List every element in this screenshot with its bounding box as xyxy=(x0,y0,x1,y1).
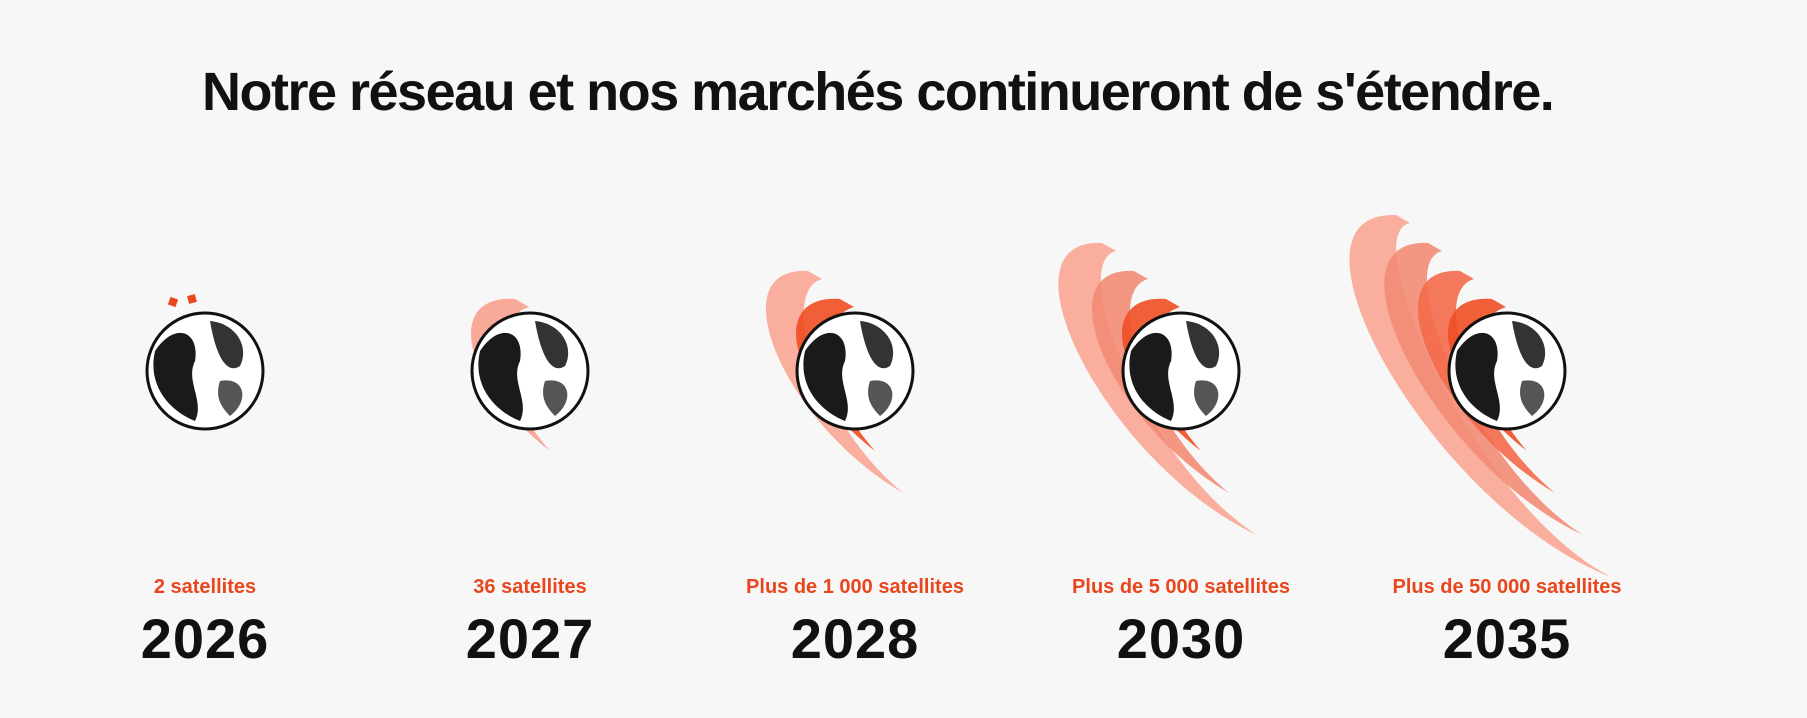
year: 2035 xyxy=(1443,607,1572,670)
year: 2028 xyxy=(791,607,920,670)
orbit-arc xyxy=(1349,214,1611,577)
globe-land xyxy=(1129,332,1174,421)
satellite xyxy=(167,296,179,308)
milestones: 2 satellites 2026 36 satellites 2027 Plus de… xyxy=(141,214,1622,670)
year: 2027 xyxy=(466,607,595,670)
milestone: Plus de 50 000 satellites 2035 xyxy=(1349,214,1622,670)
globe-land xyxy=(1520,380,1545,416)
globe-land xyxy=(218,380,243,416)
satellite-count: Plus de 50 000 satellites xyxy=(1392,576,1621,598)
satellite xyxy=(187,294,197,304)
globe-land xyxy=(210,321,244,369)
globe-land xyxy=(1512,321,1546,369)
milestone: Plus de 1 000 satellites 2028 xyxy=(746,270,964,670)
satellite-count: 2 satellites xyxy=(154,576,256,598)
year: 2026 xyxy=(141,607,270,670)
year: 2030 xyxy=(1117,607,1246,670)
globe-land xyxy=(868,380,893,416)
milestone: Plus de 5 000 satellites 2030 xyxy=(1058,242,1290,670)
satellite-count: Plus de 5 000 satellites xyxy=(1072,576,1290,598)
globe-land xyxy=(153,332,198,421)
orbit-arc xyxy=(1058,242,1257,535)
globe-land xyxy=(543,380,568,416)
satellite-count: Plus de 1 000 satellites xyxy=(746,576,964,598)
page-title: Notre réseau et nos marchés continueront… xyxy=(202,62,1553,122)
globe-land xyxy=(478,332,523,421)
globe-land xyxy=(1455,332,1500,421)
orbit-arc xyxy=(1384,242,1583,535)
globe-land xyxy=(1194,380,1219,416)
globe-land xyxy=(803,332,848,421)
globe-land xyxy=(535,321,569,369)
satellite-count: 36 satellites xyxy=(473,576,586,598)
globe-land xyxy=(1186,321,1220,369)
milestone: 36 satellites 2027 xyxy=(466,298,595,670)
globe-land xyxy=(860,321,894,369)
milestone: 2 satellites 2026 xyxy=(141,294,270,670)
